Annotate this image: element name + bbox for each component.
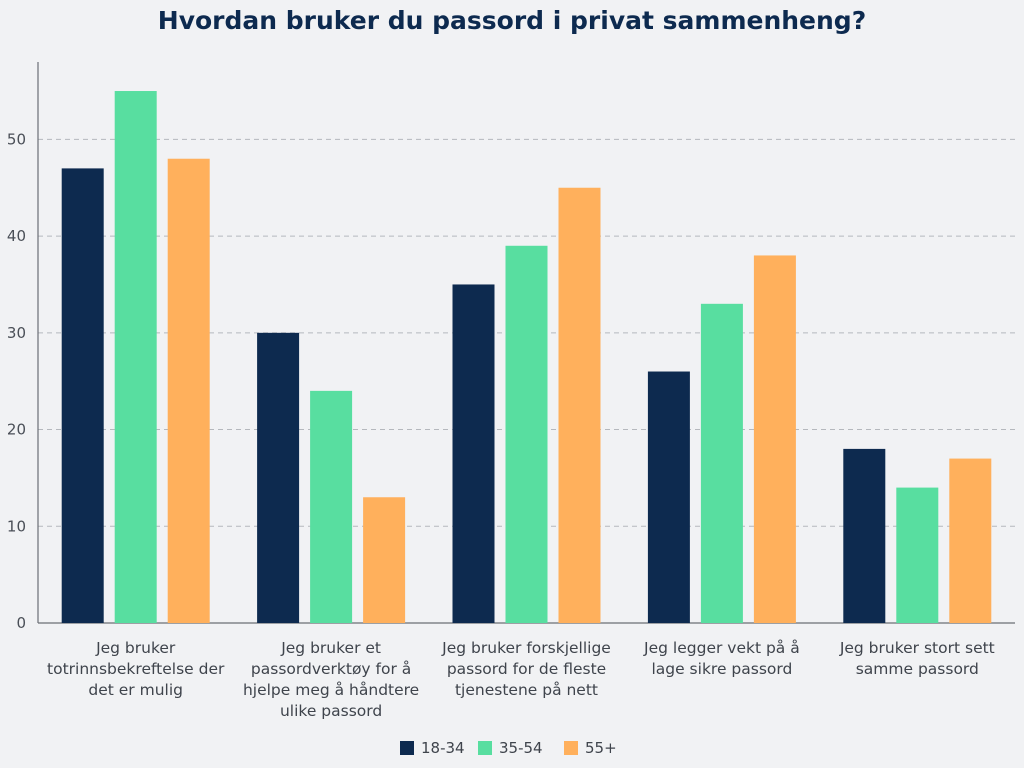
legend-label-18-34: 18-34 (421, 739, 465, 757)
legend-label-55+: 55+ (585, 739, 617, 757)
legend-swatch-55+ (564, 741, 578, 755)
x-category-label-line: Jeg bruker forskjellige (441, 639, 611, 657)
legend-swatch-18-34 (400, 741, 414, 755)
legend-label-35-54: 35-54 (499, 739, 543, 757)
x-category-label-line: Jeg legger vekt på å (643, 639, 800, 657)
x-category-label: Jeg bruker stort sett samme passord (839, 639, 995, 678)
x-category-label-line: samme passord (856, 660, 979, 678)
bar-18-34-4[interactable] (647, 371, 690, 623)
bar-55+-2[interactable] (363, 497, 406, 623)
y-tick-label: 10 (7, 517, 26, 535)
x-category-label: Jeg bruker forskjellige passord for de fl… (441, 639, 611, 699)
y-tick-label: 0 (16, 614, 26, 632)
bar-35-54-2[interactable] (310, 390, 353, 623)
y-tick-label: 30 (7, 324, 26, 342)
bar-18-34-5[interactable] (843, 448, 886, 623)
x-category-label: Jeg bruker et passordverktøy for å hjelpe … (243, 639, 419, 720)
x-category-label-line: ulike passord (280, 702, 382, 720)
bar-18-34-2[interactable] (257, 332, 300, 623)
x-category-label-line: passord for de fleste (447, 660, 606, 678)
x-category-label-line: hjelpe meg å håndtere (243, 681, 419, 699)
bar-55+-4[interactable] (753, 255, 796, 623)
y-tick-label: 40 (7, 227, 26, 245)
y-tick-label: 50 (7, 130, 26, 148)
x-category-label-line: tjenestene på nett (455, 681, 598, 699)
x-category-label-line: det er mulig (88, 681, 183, 699)
chart-title: Hvordan bruker du passord i privat samme… (157, 6, 867, 35)
bar-55+-1[interactable] (167, 158, 210, 624)
x-category-label-line: Jeg bruker stort sett (839, 639, 995, 657)
bar-35-54-3[interactable] (505, 245, 548, 623)
legend-swatch-35-54 (478, 741, 492, 755)
bar-35-54-1[interactable] (114, 91, 157, 624)
bar-18-34-3[interactable] (452, 284, 495, 623)
x-category-label: Jeg legger vekt på å lage sikre passord (643, 639, 800, 678)
x-category-label-line: totrinnsbekreftelse der (47, 660, 225, 678)
x-category-label-line: lage sikre passord (651, 660, 792, 678)
bar-35-54-5[interactable] (896, 487, 939, 623)
y-tick-label: 20 (7, 421, 26, 439)
bar-18-34-1[interactable] (61, 168, 104, 623)
x-category-label-line: Jeg bruker et (280, 639, 381, 657)
bar-35-54-4[interactable] (700, 303, 743, 623)
x-category-label-line: Jeg bruker (95, 639, 176, 657)
x-category-label: Jeg bruker totrinnsbekreftelse der det er … (47, 639, 225, 699)
x-category-label-line: passordverktøy for å (251, 660, 411, 678)
bar-55+-5[interactable] (949, 458, 992, 623)
bar-55+-3[interactable] (558, 187, 601, 623)
